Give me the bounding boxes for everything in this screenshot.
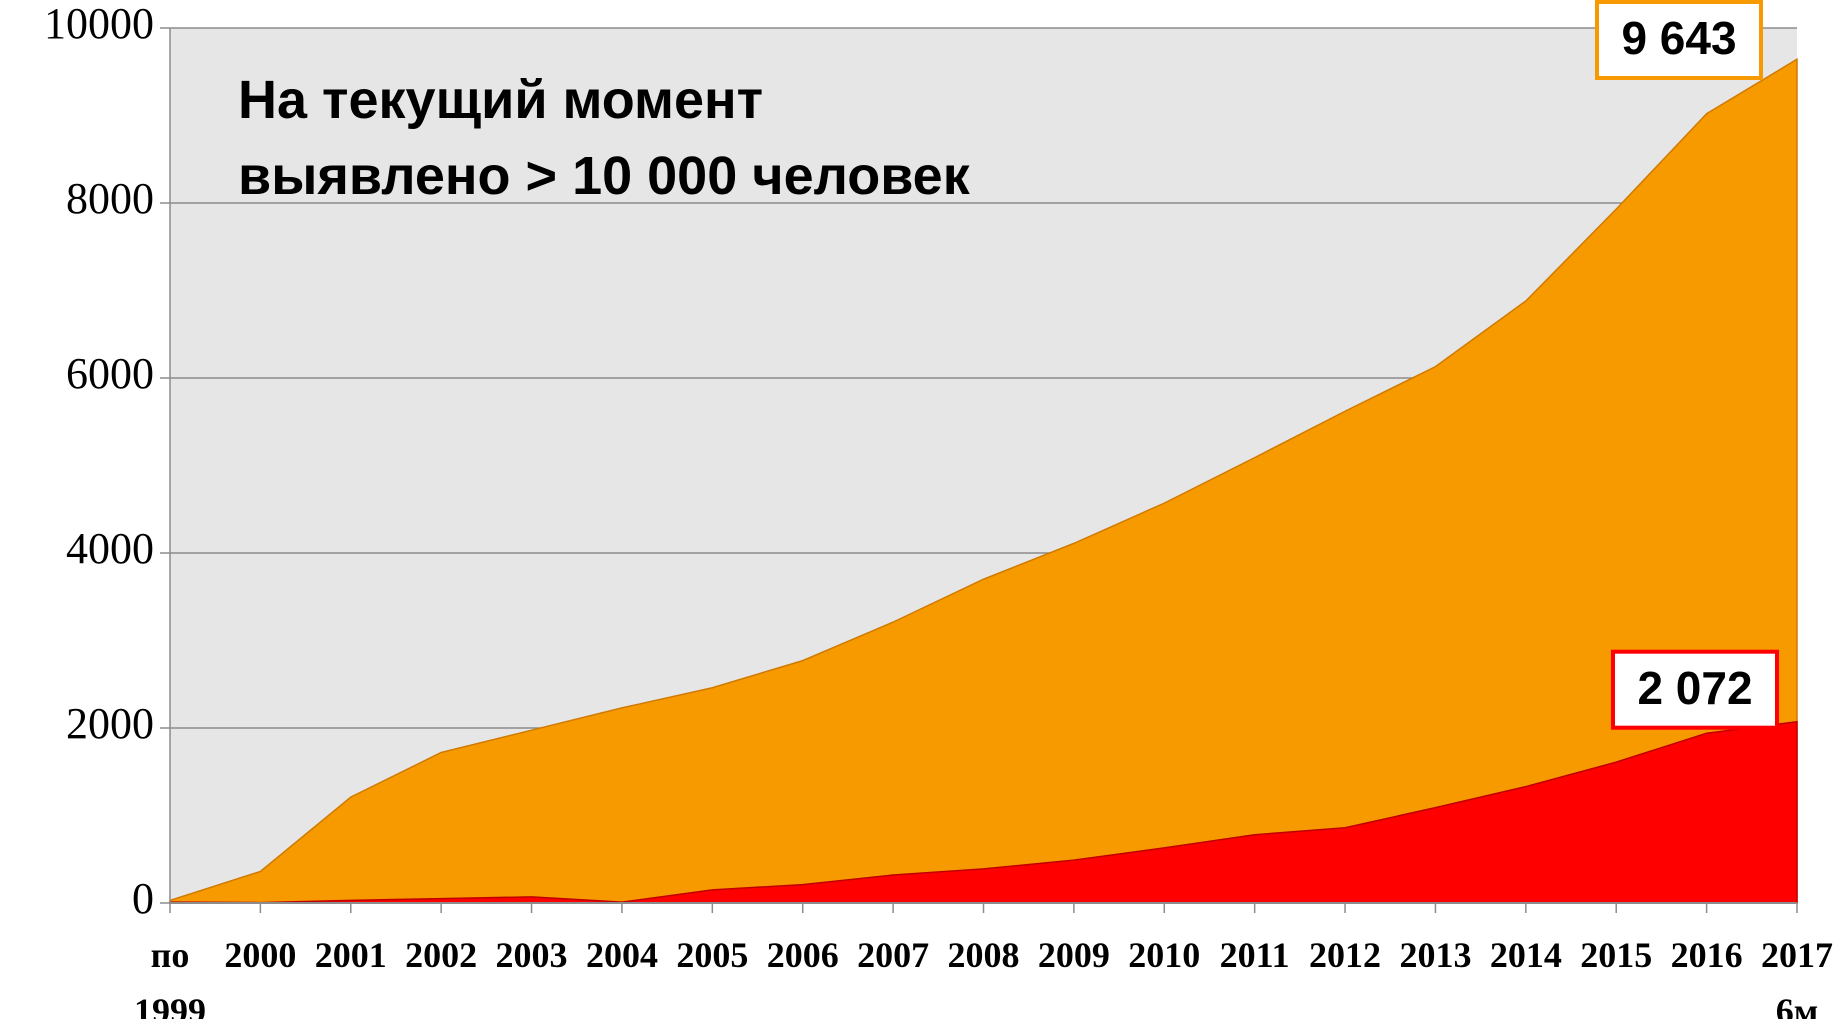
value-label-box — [1611, 649, 1779, 730]
x-tick-label: 2003 — [495, 935, 568, 975]
value-label-box — [1595, 0, 1763, 80]
x-tick-label: 2017 6м — [1761, 935, 1833, 1019]
x-tick-label: 2015 — [1580, 935, 1653, 975]
x-tick-label: 2004 — [585, 935, 658, 975]
value-label: 2 072 — [1637, 662, 1752, 714]
y-tick-label: 4000 — [66, 524, 154, 573]
x-tick-label: 2007 — [857, 935, 930, 975]
x-tick-label: 2012 — [1309, 935, 1382, 975]
x-tick-label: 2002 — [405, 935, 478, 975]
x-tick-label: 2013 — [1399, 935, 1472, 975]
x-tick-label: 2000 — [224, 935, 297, 975]
annotation: выявлено > 10 000 человек — [238, 146, 971, 206]
x-tick-label: 2014 — [1489, 935, 1562, 975]
x-tick-label: 2010 — [1128, 935, 1201, 975]
x-tick-label: 2011 — [1219, 935, 1290, 975]
y-tick-label: 6000 — [66, 349, 154, 398]
y-tick-label: 2000 — [66, 699, 154, 748]
x-tick-label: 2006 — [766, 935, 839, 975]
x-tick-label: 2001 — [314, 935, 387, 975]
x-tick-label: по 1999 — [134, 935, 206, 1019]
y-tick-label: 0 — [132, 874, 154, 923]
value-label: 9 643 — [1621, 12, 1736, 64]
x-tick-label: 2009 — [1037, 935, 1110, 975]
x-tick-label: 2005 — [676, 935, 749, 975]
y-tick-label: 10000 — [44, 0, 154, 48]
area — [169, 57, 1798, 904]
y-tick-label: 8000 — [66, 174, 154, 223]
area — [169, 720, 1798, 904]
x-tick-label: 2008 — [947, 935, 1020, 975]
x-tick-label: 2016 — [1670, 935, 1743, 975]
annotation: На текущий момент — [238, 70, 763, 130]
